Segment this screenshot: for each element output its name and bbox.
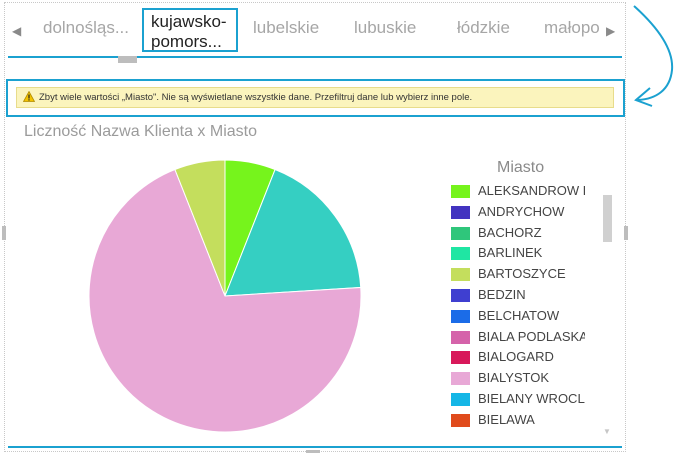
legend-swatch (451, 268, 470, 282)
legend-swatch (451, 247, 470, 261)
legend-item[interactable]: BARTOSZYCE (451, 265, 585, 285)
legend-swatch (451, 413, 470, 427)
pie-slice[interactable] (224, 168, 362, 297)
tab-kujawsko-pomorskie[interactable]: kujawsko- pomors... (142, 8, 238, 52)
legend-scroll-down-icon[interactable]: ▼ (603, 427, 611, 436)
tab-lodzkie[interactable]: łódzkie (457, 18, 510, 37)
legend-swatch (451, 185, 470, 198)
legend-label: BEDZIN (478, 287, 526, 302)
legend-item[interactable]: ALEKSANDROW K (451, 182, 585, 202)
legend-label: BARTOSZYCE (478, 266, 566, 282)
legend-label: BACHORZ (478, 224, 542, 240)
legend-swatch (451, 309, 470, 323)
warning-banner: Zbyt wiele wartości „Miasto". Nie są wyś… (16, 87, 614, 108)
tab-lubelskie[interactable]: lubelskie (253, 18, 320, 37)
legend-label: BIALOGARD (478, 349, 554, 365)
legend-swatch (451, 330, 470, 344)
resize-handle-right[interactable] (624, 226, 628, 240)
tab-label-line1: kujawsko- (151, 12, 227, 31)
legend-label: ALEKSANDROW K (478, 183, 585, 198)
legend-item[interactable]: BEDZIN (451, 286, 585, 306)
warning-text: Zbyt wiele wartości „Miasto". Nie są wyś… (39, 92, 473, 103)
slicer-scroll-thumb[interactable] (118, 56, 137, 63)
slicer-tab-strip: ◀ dolnośląs... kujawsko- pomors... lubel… (4, 4, 626, 56)
pie-slice[interactable] (174, 159, 226, 297)
legend-item[interactable]: BACHORZ (451, 224, 585, 244)
resize-handle-bottom[interactable] (306, 450, 320, 453)
scroll-left-arrow-icon[interactable]: ◀ (12, 24, 22, 38)
legend-label: BARLINEK (478, 245, 543, 261)
legend-list: ALEKSANDROW K ANDRYCHOW BACHORZ BARLINEK BAR… (451, 182, 585, 440)
legend-swatch (451, 372, 470, 386)
annotation-arrow-icon (633, 5, 674, 107)
visual-bottom-border (8, 446, 622, 448)
warning-icon (23, 91, 35, 102)
legend-scroll-thumb[interactable] (603, 195, 612, 242)
legend-item[interactable]: BIALA PODLASKA (451, 328, 585, 348)
tab-malopolskie[interactable]: małopo (544, 18, 600, 37)
scroll-right-arrow-icon[interactable]: ▶ (606, 24, 616, 38)
legend-item[interactable]: ANDRYCHOW (451, 203, 585, 223)
chart-title: Liczność Nazwa Klienta x Miasto (24, 123, 257, 140)
tab-label-line2: pomors... (151, 32, 222, 51)
legend-swatch (451, 226, 470, 240)
legend-item[interactable]: BELCHATOW (451, 307, 585, 327)
tab-dolnoslaskie[interactable]: dolnośląs... (43, 18, 129, 37)
pie-chart[interactable] (60, 150, 390, 440)
warning-container: Zbyt wiele wartości „Miasto". Nie są wyś… (6, 79, 625, 117)
legend-label: BELCHATOW (478, 307, 560, 323)
legend-label: ANDRYCHOW (478, 203, 565, 219)
legend-label: BIELAWA (478, 411, 535, 427)
legend-title: Miasto (497, 159, 545, 176)
legend-swatch (451, 351, 470, 365)
legend-item[interactable]: BIALYSTOK (451, 369, 585, 389)
legend-label: BIALA PODLASKA (478, 328, 585, 344)
legend-swatch (451, 205, 470, 219)
legend-item[interactable]: BARLINEK (451, 244, 585, 264)
legend-swatch (451, 393, 470, 406)
pie-slice[interactable] (88, 168, 362, 433)
legend-label: BIALYSTOK (478, 370, 550, 386)
legend-item[interactable]: BIALOGARD (451, 348, 585, 368)
tab-lubuskie[interactable]: lubuskie (354, 18, 417, 37)
legend-label: BIELANY WROCLA (478, 391, 585, 406)
legend-swatch (451, 289, 470, 302)
legend-item[interactable]: BIELANY WROCLA (451, 390, 585, 410)
legend-item[interactable]: BIELAWA (451, 411, 585, 431)
resize-handle-left[interactable] (2, 226, 6, 240)
slicer-underline (8, 56, 622, 58)
